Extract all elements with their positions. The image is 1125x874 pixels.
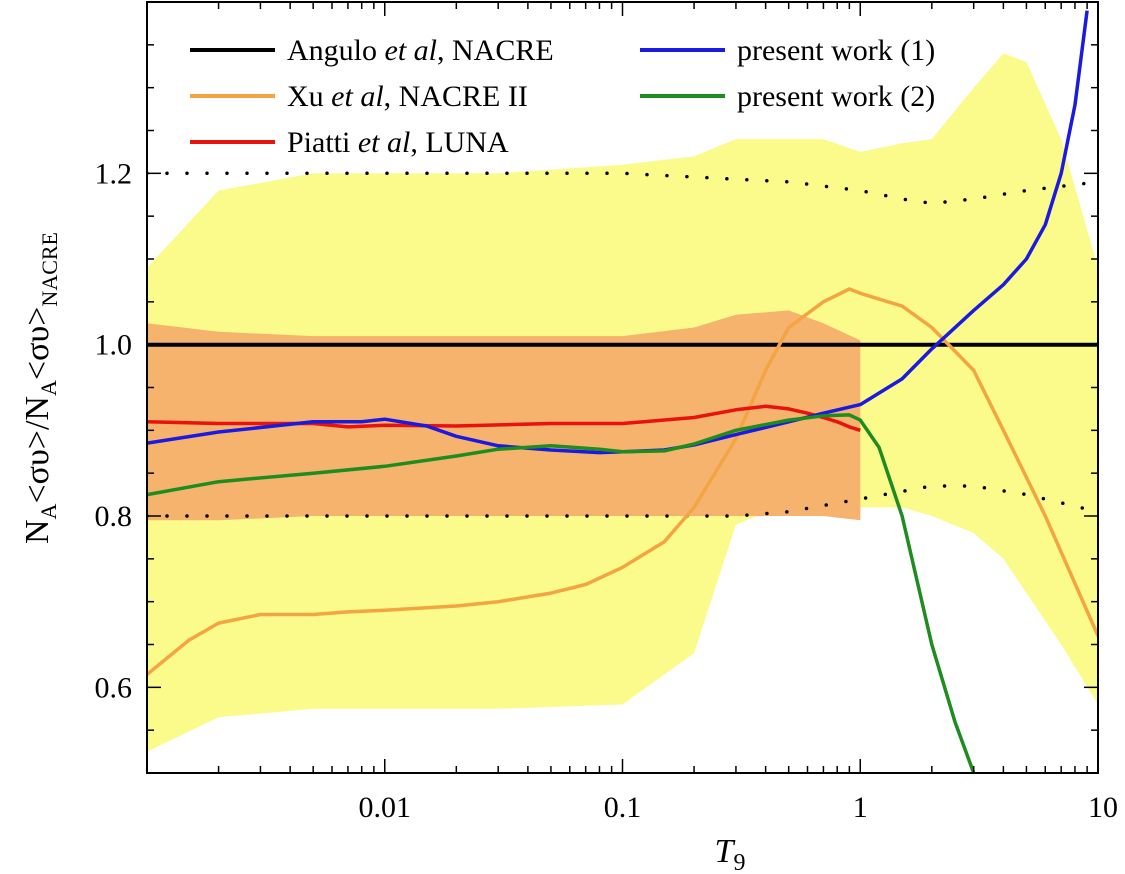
series-present-work-1 xyxy=(147,10,1089,455)
series-piatti-et-al-luna xyxy=(147,404,861,432)
x-tick-label: 0.1 xyxy=(604,791,642,824)
x-tick-label: 1 xyxy=(853,791,868,824)
y-tick-label: 0.6 xyxy=(95,671,133,704)
x-tick-label: 10 xyxy=(1088,791,1118,824)
y-tick-label: 1.2 xyxy=(95,157,133,190)
axis-ticks xyxy=(147,2,1098,773)
legend-label: present work (1) xyxy=(737,34,935,67)
legend-item-5: present work (2) xyxy=(640,80,935,113)
legend-label: present work (2) xyxy=(737,80,935,113)
series-lines xyxy=(147,10,1098,773)
x-tick-label: 0.01 xyxy=(359,791,412,824)
x-axis-symbol: T xyxy=(715,833,736,870)
legend-label: Xu et al, NACRE II xyxy=(287,80,528,113)
legend-item-2: Xu et al, NACRE II xyxy=(190,80,528,113)
series-present-work-2 xyxy=(147,413,976,773)
y-tick-label: 0.8 xyxy=(95,500,133,533)
legend-item-3: Piatti et al, LUNA xyxy=(190,126,509,159)
legend-label: Angulo et al, NACRE xyxy=(287,34,554,67)
x-tick-labels: 0.01 0.1 1 10 xyxy=(359,791,1119,824)
nacre2-band xyxy=(147,310,861,521)
legend-label: Piatti et al, LUNA xyxy=(287,126,509,159)
y-tick-labels: 0.6 0.8 1.0 1.2 xyxy=(95,157,133,704)
y-tick-label: 1.0 xyxy=(95,329,133,362)
x-axis-title: T9 xyxy=(715,833,746,874)
series-xu-et-al-nacre-ii xyxy=(147,287,1098,676)
confidence-bands xyxy=(147,53,1098,752)
legend-item-4: present work (1) xyxy=(640,34,935,67)
x-axis-subscript: 9 xyxy=(733,850,745,874)
legend-item-1: Angulo et al, NACRE xyxy=(190,34,554,67)
y-axis-title: NA<συ>/NA<συ>NACRE xyxy=(19,232,62,544)
legend: Angulo et al, NACRE Xu et al, NACRE II Pia… xyxy=(190,34,935,159)
